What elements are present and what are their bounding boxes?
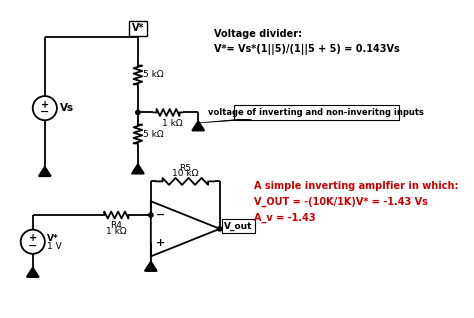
Circle shape — [218, 227, 222, 231]
Polygon shape — [39, 167, 51, 176]
Circle shape — [149, 213, 153, 217]
Text: V*: V* — [132, 23, 144, 33]
Text: +: + — [156, 238, 165, 248]
Polygon shape — [192, 121, 204, 131]
Text: V_out: V_out — [224, 222, 253, 231]
Text: Voltage divider:
V*= Vs*(1||5)/(1||5 + 5) = 0.143Vs: Voltage divider: V*= Vs*(1||5)/(1||5 + 5… — [214, 29, 400, 55]
Polygon shape — [132, 164, 144, 174]
Polygon shape — [145, 262, 157, 271]
Text: +: + — [41, 100, 49, 110]
Text: 10 kΩ: 10 kΩ — [172, 169, 199, 178]
Text: 5 kΩ: 5 kΩ — [143, 71, 164, 80]
Text: −: − — [28, 241, 37, 251]
Polygon shape — [200, 119, 252, 123]
Text: +: + — [29, 233, 37, 243]
Text: V*: V* — [47, 234, 59, 243]
Text: voltage of inverting and non-inveritng inputs: voltage of inverting and non-inveritng i… — [209, 108, 424, 117]
Text: −: − — [156, 210, 165, 220]
Text: 1 kΩ: 1 kΩ — [106, 227, 127, 236]
Text: A simple inverting amplfier in which:
V_OUT = -(10K/1K)V* = -1.43 Vs
A_v = -1.43: A simple inverting amplfier in which: V_… — [254, 181, 459, 223]
Text: Vs: Vs — [59, 103, 73, 113]
Text: R5: R5 — [179, 164, 191, 173]
Circle shape — [136, 110, 140, 114]
Polygon shape — [27, 267, 39, 277]
Text: 5 kΩ: 5 kΩ — [143, 129, 164, 139]
Text: −: − — [40, 107, 49, 117]
Text: 1 V: 1 V — [47, 242, 62, 251]
FancyBboxPatch shape — [234, 105, 399, 120]
Text: 1 kΩ: 1 kΩ — [162, 119, 182, 128]
Text: R4: R4 — [110, 221, 122, 230]
